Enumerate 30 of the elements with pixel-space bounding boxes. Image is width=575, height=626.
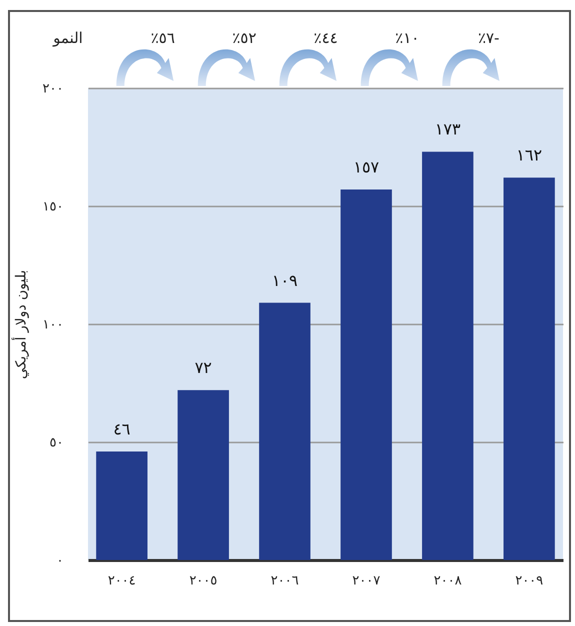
text: ٪١٠	[395, 29, 420, 47]
x-tick-label: ٢٠٠٨	[434, 574, 462, 588]
y-tick-label: ١٠٠	[42, 318, 64, 332]
bar	[178, 390, 229, 560]
bar	[422, 152, 474, 560]
x-tick-label: ٢٠٠٦	[270, 574, 299, 588]
data-label: ١٧٣	[434, 120, 462, 139]
y-axis-title: بليون دولار أمريكي	[12, 270, 30, 380]
x-tick-label: ٢٠٠٧	[352, 574, 380, 588]
y-tick-label: ٥٠	[50, 436, 64, 450]
bar	[96, 451, 148, 560]
bar	[504, 178, 555, 560]
x-tick-label: ٢٠٠٥	[189, 574, 218, 588]
data-label: ١٥٧	[353, 157, 380, 176]
y-tick-label: ٠	[56, 554, 64, 568]
text: ٪٤٤	[314, 29, 338, 47]
x-tick-label: ٢٠٠٩	[515, 574, 544, 588]
bar	[259, 302, 310, 560]
data-label: ١٦٢	[516, 146, 542, 165]
data-label: ١٠٩	[272, 270, 298, 290]
text: ٪٥٦	[150, 29, 175, 47]
text: النمو	[52, 29, 83, 47]
x-tick-label: ٢٠٠٤	[108, 574, 136, 588]
y-tick-label: ٢٠٠	[42, 82, 64, 96]
text: ٪٥٢	[232, 29, 256, 47]
data-label: ٤٦	[113, 419, 130, 438]
text: ٪٧-	[478, 29, 500, 47]
bar	[340, 189, 392, 560]
y-tick-label: ١٥٠	[42, 200, 64, 214]
data-label: ٧٢	[194, 358, 212, 378]
